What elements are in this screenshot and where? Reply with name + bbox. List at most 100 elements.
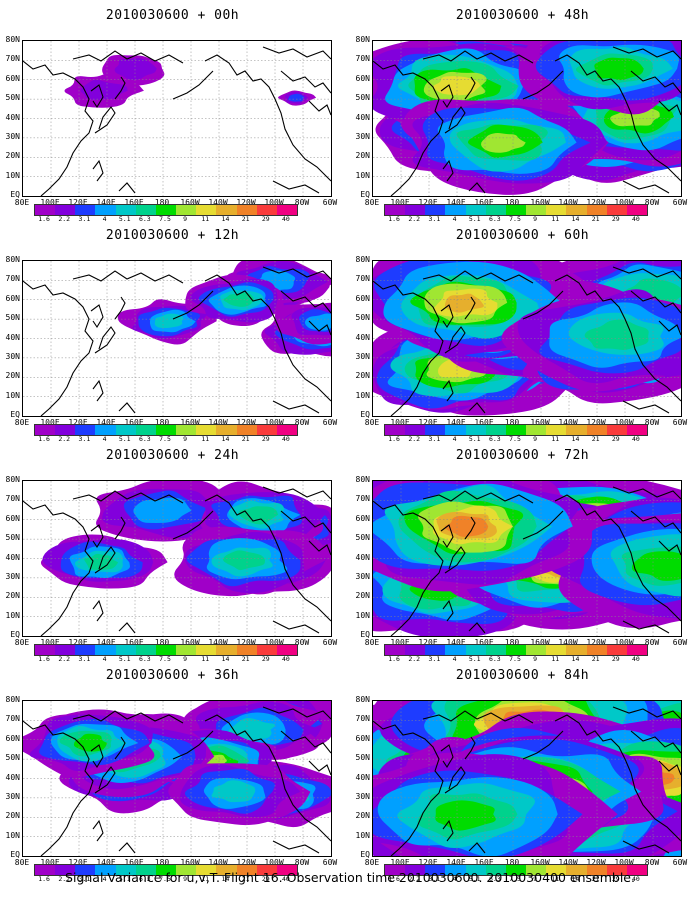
- coastline: [464, 736, 476, 760]
- latitude-label: 30N: [5, 131, 20, 141]
- coastline: [23, 500, 94, 636]
- variance-contour: [227, 718, 276, 740]
- latitude-label: 40N: [355, 332, 370, 342]
- coastline: [554, 54, 681, 182]
- latitude-label: 80N: [5, 35, 20, 44]
- colorbar-swatch: [35, 645, 56, 655]
- colorbar-label: 29: [261, 875, 270, 883]
- colorbar-label: 7.5: [159, 215, 171, 223]
- colorbar-label: 2.2: [408, 655, 421, 663]
- coastline: [308, 100, 331, 116]
- colorbar-swatch: [405, 205, 426, 215]
- longitude-label: 60W: [672, 858, 688, 867]
- colorbar-swatch: [155, 425, 177, 435]
- longitude-label: 120E: [418, 638, 438, 647]
- coastline: [422, 50, 534, 64]
- latitude-label: 20N: [5, 151, 20, 161]
- latitude-label: 30N: [355, 131, 370, 141]
- coastline: [622, 620, 670, 634]
- latitude-label: 70N: [355, 714, 370, 724]
- latitude-label: 50N: [355, 93, 370, 103]
- longitude-label: 100E: [390, 198, 410, 207]
- colorbar-swatch: [95, 645, 116, 655]
- colorbar-label: 40: [282, 655, 290, 663]
- latitude-label: 50N: [355, 313, 370, 323]
- colorbar-swatch: [606, 645, 627, 655]
- colorbar-swatch: [606, 205, 627, 215]
- longitude-label: 80W: [294, 638, 310, 647]
- longitude-label: 100E: [40, 418, 60, 427]
- colorbar-swatch: [176, 425, 197, 435]
- latitude-label: 60N: [355, 293, 370, 303]
- colorbar-label: 2.2: [58, 215, 71, 223]
- variance-contour: [287, 93, 305, 102]
- coastline: [308, 320, 331, 336]
- colorbar-label: 4: [452, 215, 457, 223]
- longitude-label: 160E: [474, 418, 494, 427]
- latitude-label: 60N: [355, 513, 370, 523]
- longitude-label: 160E: [474, 198, 494, 207]
- coastline: [630, 70, 681, 94]
- colorbar-label: 14: [221, 655, 230, 663]
- colorbar-label: 1.6: [38, 215, 50, 223]
- colorbar-swatch: [566, 865, 587, 875]
- latitude-label: 50N: [355, 533, 370, 543]
- longitude-label: 140E: [96, 638, 116, 647]
- longitude-label: 140W: [558, 638, 578, 647]
- panel-title: 2010030600 + 60h: [455, 228, 590, 243]
- coastline: [612, 46, 681, 60]
- latitude-label: 30N: [355, 351, 370, 361]
- colorbar-swatch: [196, 865, 217, 875]
- colorbar: [384, 864, 648, 876]
- coastline: [204, 274, 331, 402]
- latitude-label: 20N: [355, 151, 370, 161]
- latitude-label: EQ: [10, 190, 20, 199]
- coastline: [204, 714, 331, 842]
- latitude-label: 30N: [355, 571, 370, 581]
- longitude-label: 120E: [68, 858, 88, 867]
- coastline: [272, 400, 320, 414]
- coastline: [172, 730, 214, 760]
- coastline: [554, 714, 681, 842]
- colorbar-swatch: [485, 205, 506, 215]
- longitude-label: 80W: [294, 858, 310, 867]
- colorbar: [34, 864, 298, 876]
- longitude-label: 60W: [672, 418, 688, 427]
- colorbar-label: 11: [551, 875, 560, 883]
- longitude-label: 140E: [446, 418, 466, 427]
- coastline: [272, 840, 320, 854]
- longitude-label: 80E: [364, 858, 380, 867]
- coastline: [204, 494, 331, 622]
- colorbar-label: 9: [183, 215, 188, 223]
- colorbar-labels: 1.6 2.2 3.1 4 5.1 6.3 7.5 9 11 14 21 29 40: [384, 875, 646, 884]
- variance-contour: [211, 780, 256, 803]
- colorbar-label: 4: [452, 655, 457, 663]
- colorbar-swatch: [135, 865, 156, 875]
- latitude-label: 40N: [5, 772, 20, 782]
- longitude-label: 120W: [586, 418, 606, 427]
- latitude-label: 20N: [355, 811, 370, 821]
- colorbar-swatch: [155, 645, 177, 655]
- colorbar: [384, 644, 648, 656]
- colorbar-label: 7.5: [509, 875, 521, 883]
- map-canvas: [372, 700, 682, 857]
- colorbar-label: 29: [611, 435, 620, 443]
- colorbar-swatch: [546, 865, 567, 875]
- longitude-label: 80E: [364, 638, 380, 647]
- latitude-label: 70N: [5, 274, 20, 284]
- coastline: [262, 46, 331, 60]
- map-panel: 2010030600 + 60h 80N 70N 60N 50N 40N 30N 20N 10N…: [350, 228, 695, 448]
- longitude-label: 180: [154, 858, 170, 867]
- latitude-label: 10N: [355, 610, 370, 620]
- colorbar: [34, 644, 298, 656]
- coastline: [622, 400, 670, 414]
- colorbar-label: 5.1: [468, 215, 481, 223]
- colorbar-label: 7.5: [509, 655, 521, 663]
- coastline: [92, 379, 104, 402]
- colorbar-label: 6.3: [488, 875, 501, 883]
- colorbar-swatch: [526, 865, 547, 875]
- colorbar-labels: 1.6 2.2 3.1 4 5.1 6.3 7.5 9 11 14 21 29 40: [34, 875, 296, 884]
- longitude-label: 120E: [418, 858, 438, 867]
- coastline: [658, 320, 681, 336]
- colorbar-swatch: [196, 645, 217, 655]
